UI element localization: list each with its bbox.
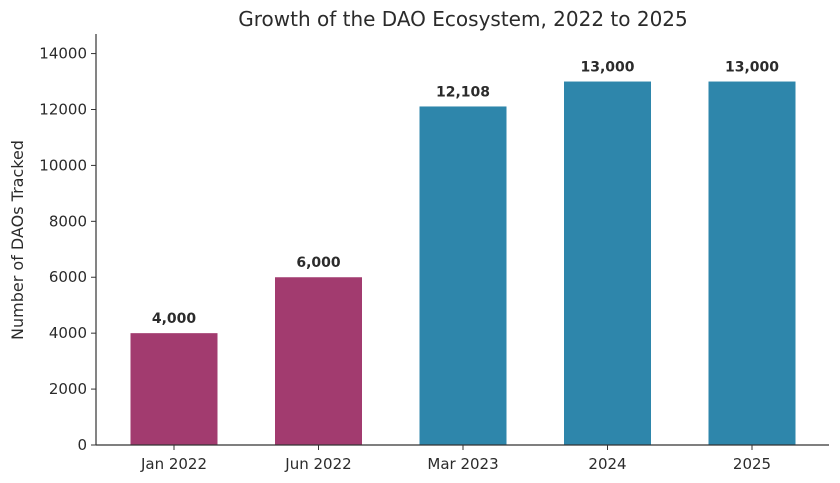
x-tick-label: Jun 2022 (284, 455, 351, 473)
y-tick-label: 12000 (39, 100, 87, 118)
x-tick-label: Mar 2023 (427, 455, 498, 473)
y-axis-label: Number of DAOs Tracked (8, 140, 27, 340)
bar-value-label: 6,000 (296, 255, 341, 271)
x-tick-label: Jan 2022 (140, 455, 207, 473)
bar-2024 (564, 81, 651, 445)
bar-value-label: 4,000 (152, 311, 197, 327)
bar-jun-2022 (275, 277, 362, 445)
y-tick-label: 6000 (49, 268, 87, 286)
bar-jan-2022 (130, 333, 218, 445)
bar-mar-2023 (419, 106, 507, 445)
x-tick-label: 2025 (733, 455, 771, 473)
chart-title: Growth of the DAO Ecosystem, 2022 to 202… (238, 7, 688, 31)
bar-value-label: 13,000 (725, 60, 779, 76)
plot-area: 0 2000 4000 6000 8000 10000 12000 14000 4,000 Jan… (39, 45, 796, 473)
x-tick-label: 2024 (588, 455, 626, 473)
y-tick-label: 14000 (39, 45, 87, 63)
y-tick-label: 10000 (39, 156, 87, 174)
y-tick-label: 4000 (49, 324, 87, 342)
bar-2025 (708, 81, 796, 445)
y-tick-label: 2000 (49, 380, 87, 398)
y-tick-label: 0 (77, 436, 87, 454)
bar-value-label: 13,000 (580, 60, 634, 76)
bar-value-label: 12,108 (436, 84, 490, 100)
y-tick-label: 8000 (49, 212, 87, 230)
